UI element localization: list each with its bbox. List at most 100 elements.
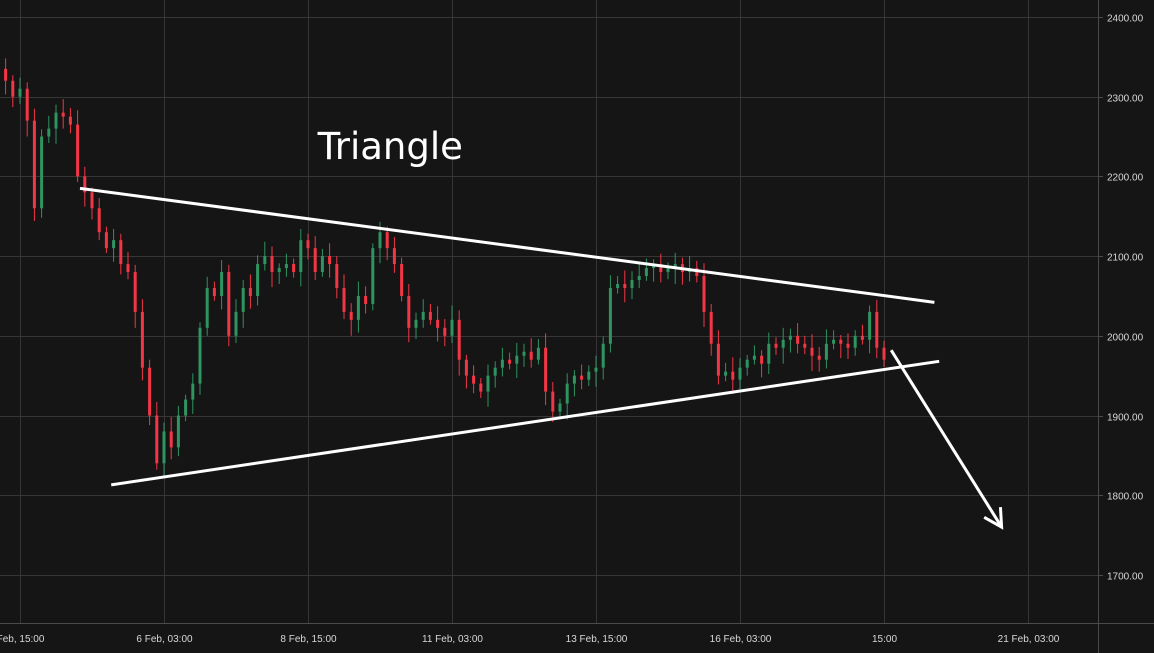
candle-body: [767, 343, 771, 364]
candle-body: [198, 327, 202, 384]
candle-body: [601, 343, 605, 368]
candle-body: [623, 283, 627, 288]
x-tick-label: 6 Feb, 03:00: [136, 634, 193, 645]
candle-body: [155, 415, 159, 464]
candle-body: [558, 403, 562, 412]
y-tick-label: 2100.00: [1107, 253, 1144, 264]
candle-body: [248, 287, 252, 296]
candle-body: [385, 232, 389, 249]
candle-body: [544, 347, 548, 392]
candle-body: [112, 240, 116, 249]
candle-body: [407, 295, 411, 328]
candle-body: [40, 136, 44, 209]
candle-body: [320, 256, 324, 273]
candle-body: [738, 367, 742, 380]
candle-body: [90, 192, 94, 209]
candle-body: [796, 335, 800, 344]
candle-body: [522, 351, 526, 356]
candle-body: [572, 375, 576, 384]
candle-body: [515, 355, 519, 364]
candle-body: [97, 208, 101, 233]
candle-body: [724, 371, 728, 376]
candle-body: [716, 343, 720, 376]
upper-trendline[interactable]: [79, 186, 935, 304]
candle-body: [745, 359, 749, 368]
y-tick-label: 1800.00: [1107, 492, 1144, 503]
time-axis[interactable]: [0, 623, 1098, 653]
drawings[interactable]: Triangle: [79, 125, 1004, 530]
candle-body: [234, 311, 238, 336]
candle-body: [306, 240, 310, 249]
candle-body: [4, 68, 8, 81]
candle-body: [752, 355, 756, 360]
candle-body: [450, 319, 454, 336]
candle-body: [212, 287, 216, 296]
candle-body: [803, 343, 807, 348]
y-tick-label: 2300.00: [1107, 94, 1144, 105]
candle-body: [184, 399, 188, 416]
candle-body: [832, 339, 836, 344]
y-tick-label: 2000.00: [1107, 333, 1144, 344]
candle-body: [126, 264, 130, 273]
candle-body: [162, 431, 166, 464]
candle-body: [457, 319, 461, 360]
candle-body: [335, 264, 339, 288]
candle-body: [551, 391, 555, 412]
candle-body: [299, 240, 303, 273]
candle-body: [500, 359, 504, 368]
arrow-head-icon: [983, 507, 1004, 530]
candle-body: [508, 359, 512, 364]
candle-body: [148, 367, 152, 416]
candle-body: [241, 287, 245, 312]
candle-body: [11, 80, 15, 97]
candle-body: [860, 335, 864, 340]
candle-body: [119, 240, 123, 265]
candle-body: [191, 383, 195, 400]
candle-body: [709, 311, 713, 344]
candle-body: [428, 311, 432, 320]
triangle-label: Triangle: [317, 125, 463, 168]
y-axis-ticks: 2400.00 2300.00 2200.00 2100.00 2000.00 1900.…: [1098, 14, 1144, 583]
candle-body: [220, 272, 224, 296]
candle-body: [637, 276, 641, 281]
candle-body: [594, 367, 598, 372]
candle-body: [853, 335, 857, 348]
candle-body: [493, 367, 497, 376]
breakout-arrow[interactable]: [889, 349, 1003, 528]
candle-body: [133, 272, 137, 312]
candle-body: [868, 311, 872, 340]
candle-body: [76, 124, 80, 177]
candle-body: [392, 248, 396, 265]
candle-body: [342, 287, 346, 312]
x-tick-label: 13 Feb, 15:00: [566, 634, 628, 645]
x-tick-label: Feb, 15:00: [0, 634, 45, 645]
candle-body: [479, 383, 483, 392]
candle-body: [54, 112, 58, 129]
candle-body: [313, 248, 317, 273]
y-tick-label: 1700.00: [1107, 572, 1144, 583]
candle-body: [18, 88, 22, 97]
candle-body: [644, 268, 648, 277]
candle-body: [587, 371, 591, 380]
x-tick-label: 11 Feb, 03:00: [422, 634, 483, 645]
candle-body: [47, 128, 51, 137]
candle-body: [356, 295, 360, 320]
candle-body: [61, 112, 65, 117]
lower-trendline[interactable]: [110, 359, 940, 487]
candle-body: [205, 287, 209, 328]
candle-body: [83, 176, 87, 193]
candle-body: [104, 232, 108, 249]
candle-body: [529, 351, 533, 360]
candle-body: [666, 268, 670, 273]
candle-body: [400, 264, 404, 296]
candle-body: [810, 347, 814, 356]
x-axis-ticks: Feb, 15:00 6 Feb, 03:00 8 Feb, 15:00 11 Feb…: [0, 634, 1060, 645]
y-tick-label: 2400.00: [1107, 14, 1144, 25]
candle-body: [565, 383, 569, 404]
candle-body: [364, 295, 368, 304]
candle-body: [839, 339, 843, 344]
price-axis[interactable]: [1098, 0, 1154, 653]
candle-body: [536, 347, 540, 360]
